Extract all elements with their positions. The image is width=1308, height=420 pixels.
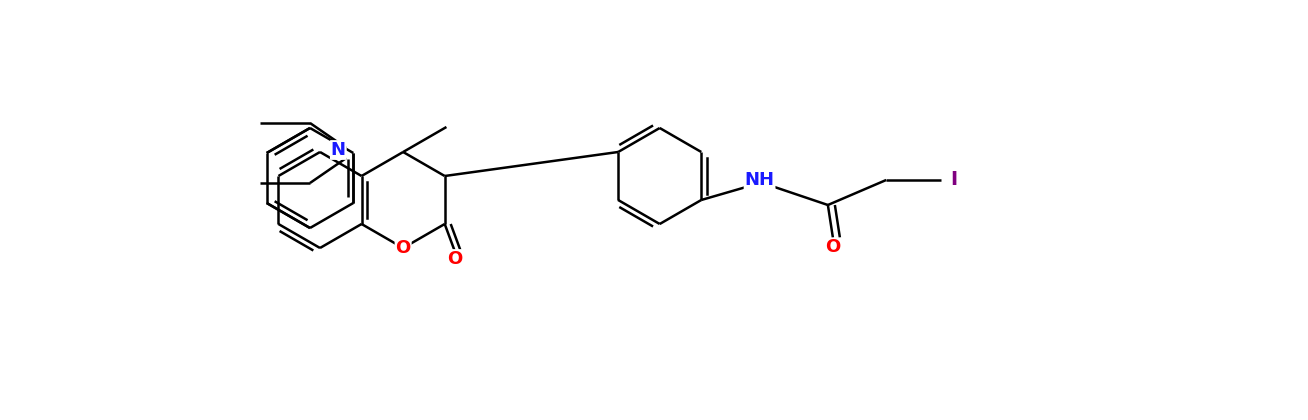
Text: O: O xyxy=(447,250,462,268)
Text: NH: NH xyxy=(744,171,774,189)
Text: I: I xyxy=(951,171,957,189)
Text: O: O xyxy=(825,239,841,257)
Text: N: N xyxy=(331,141,345,159)
Text: O: O xyxy=(395,239,411,257)
